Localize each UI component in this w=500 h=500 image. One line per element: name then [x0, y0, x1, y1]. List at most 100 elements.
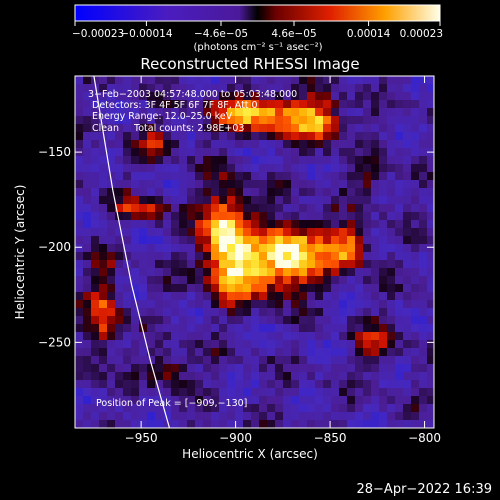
heatmap-cell: [179, 164, 188, 173]
heatmap-cell: [339, 132, 348, 141]
heatmap-cell: [395, 132, 404, 141]
heatmap-cell: [283, 412, 292, 421]
heatmap-cell: [235, 324, 244, 333]
heatmap-cell: [419, 92, 428, 101]
heatmap-cell: [219, 404, 228, 413]
heatmap-cell: [219, 236, 228, 245]
heatmap-cell: [187, 260, 196, 269]
heatmap-cell: [195, 116, 204, 125]
heatmap-cell: [379, 204, 388, 213]
heatmap-cell: [379, 396, 388, 405]
heatmap-cell: [235, 124, 244, 133]
heatmap-cell: [91, 300, 100, 309]
heatmap-cell: [395, 324, 404, 333]
heatmap-cell: [235, 156, 244, 165]
heatmap-cell: [227, 412, 236, 421]
heatmap-cell: [99, 372, 108, 381]
heatmap-cell: [267, 420, 276, 428]
heatmap-cell: [107, 308, 116, 317]
heatmap-cell: [299, 364, 308, 373]
heatmap-cell: [347, 252, 356, 261]
heatmap-cell: [371, 100, 380, 109]
heatmap-cell: [243, 396, 252, 405]
heatmap-cell: [291, 204, 300, 213]
heatmap-cell: [211, 396, 220, 405]
heatmap-cell: [219, 420, 228, 428]
heatmap-cell: [235, 292, 244, 301]
heatmap-cell: [323, 188, 332, 197]
heatmap-cell: [299, 108, 308, 117]
heatmap-cell: [307, 140, 316, 149]
heatmap-cell: [411, 84, 420, 93]
heatmap-cell: [131, 268, 140, 277]
heatmap-cell: [163, 244, 172, 253]
heatmap-cell: [91, 292, 100, 301]
heatmap-cell: [155, 284, 164, 293]
heatmap-cell: [179, 156, 188, 165]
heatmap-cell: [211, 124, 220, 133]
heatmap-cell: [419, 212, 428, 221]
heatmap-cell: [187, 316, 196, 325]
heatmap-cell: [123, 220, 132, 229]
heatmap-cell: [323, 284, 332, 293]
heatmap-cell: [347, 300, 356, 309]
heatmap-cell: [243, 340, 252, 349]
heatmap-cell: [203, 92, 212, 101]
heatmap-cell: [323, 132, 332, 141]
heatmap-cell: [299, 84, 308, 93]
heatmap-cell: [315, 268, 324, 277]
heatmap-cell: [411, 164, 420, 173]
heatmap-cell: [315, 260, 324, 269]
heatmap-cell: [203, 380, 212, 389]
heatmap-cell: [91, 332, 100, 341]
heatmap-cell: [163, 172, 172, 181]
heatmap-cell: [395, 164, 404, 173]
heatmap-cell: [363, 244, 372, 253]
heatmap-cell: [131, 324, 140, 333]
heatmap-cell: [307, 388, 316, 397]
heatmap-cell: [307, 156, 316, 165]
heatmap-cell: [115, 260, 124, 269]
heatmap-cell: [147, 172, 156, 181]
y-tick-label: −150: [38, 145, 71, 159]
heatmap-cell: [411, 420, 420, 428]
heatmap-cell: [139, 332, 148, 341]
heatmap-cell: [251, 164, 260, 173]
heatmap-cell: [387, 324, 396, 333]
heatmap-cell: [75, 124, 84, 133]
heatmap-cell: [355, 276, 364, 285]
heatmap-cell: [123, 308, 132, 317]
heatmap-cell: [107, 404, 116, 413]
heatmap-cell: [347, 132, 356, 141]
heatmap-cell: [323, 84, 332, 93]
heatmap-cell: [99, 164, 108, 173]
heatmap-cell: [243, 260, 252, 269]
heatmap-cell: [275, 132, 284, 141]
heatmap-cell: [275, 204, 284, 213]
heatmap-cell: [411, 316, 420, 325]
heatmap-cell: [307, 236, 316, 245]
heatmap-cell: [299, 244, 308, 253]
heatmap-cell: [251, 396, 260, 405]
heatmap-cell: [99, 76, 108, 85]
heatmap-cell: [387, 284, 396, 293]
heatmap-cell: [211, 132, 220, 141]
heatmap-cell: [291, 188, 300, 197]
heatmap-cell: [387, 268, 396, 277]
heatmap-cell: [307, 148, 316, 157]
heatmap-cell: [259, 188, 268, 197]
heatmap-cell: [179, 396, 188, 405]
heatmap-cell: [259, 236, 268, 245]
heatmap-cell: [195, 124, 204, 133]
heatmap-cell: [219, 292, 228, 301]
heatmap-cell: [139, 276, 148, 285]
heatmap-cell: [123, 332, 132, 341]
heatmap-cell: [163, 260, 172, 269]
heatmap-cell: [339, 148, 348, 157]
heatmap-cell: [243, 148, 252, 157]
heatmap-cell: [299, 236, 308, 245]
heatmap-cell: [251, 212, 260, 221]
heatmap-cell: [115, 140, 124, 149]
heatmap-cell: [275, 284, 284, 293]
heatmap-cell: [283, 356, 292, 365]
